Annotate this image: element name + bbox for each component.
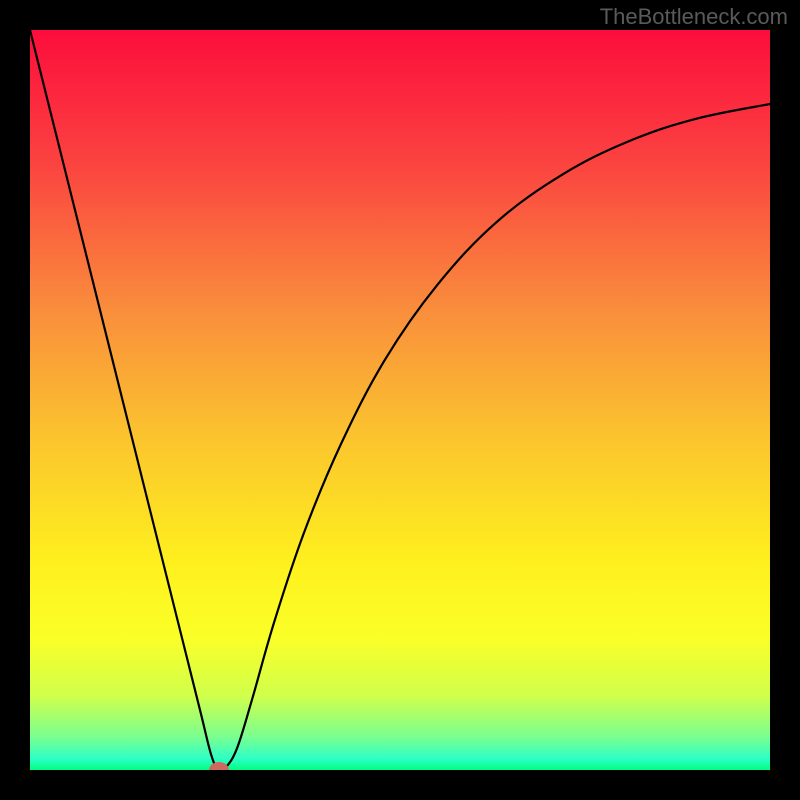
plot-area — [30, 30, 770, 770]
bottleneck-curve — [30, 30, 770, 770]
watermark-text: TheBottleneck.com — [600, 4, 788, 30]
